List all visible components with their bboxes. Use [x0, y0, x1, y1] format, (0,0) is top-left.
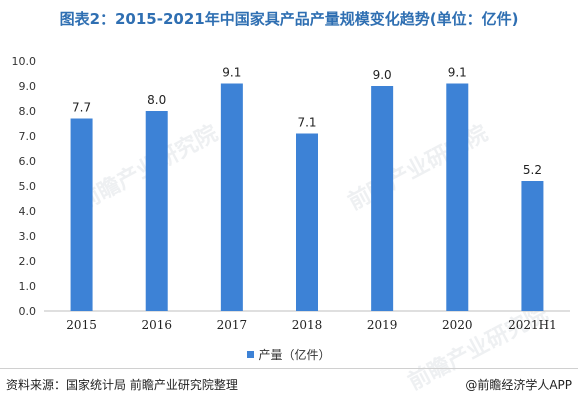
- y-tick-label: 3.0: [19, 230, 37, 243]
- bar: [220, 83, 243, 311]
- bar: [521, 181, 544, 311]
- y-tick-label: 1.0: [19, 280, 37, 293]
- data-label: 5.2: [523, 163, 542, 177]
- data-label: 8.0: [147, 93, 166, 107]
- bar: [296, 133, 318, 311]
- x-tick-label: 2015: [66, 318, 97, 332]
- data-label: 9.1: [448, 66, 467, 80]
- y-tick-label: 0.0: [19, 305, 37, 318]
- y-tick-label: 5.0: [19, 180, 37, 193]
- data-label: 9.1: [222, 66, 241, 80]
- x-tick-label: 2017: [217, 318, 248, 332]
- x-tick-label: 2018: [292, 318, 323, 332]
- footer-divider: [0, 368, 578, 369]
- x-tick-label: 2019: [367, 318, 398, 332]
- y-tick-label: 10.0: [12, 55, 37, 68]
- x-tick-label: 2016: [141, 318, 172, 332]
- brand-credit: @前瞻经济学人APP: [465, 378, 572, 392]
- y-tick-label: 8.0: [19, 105, 37, 118]
- source-note: 资料来源：国家统计局 前瞻产业研究院整理: [6, 378, 238, 392]
- y-tick-label: 7.0: [19, 130, 37, 143]
- bar: [371, 86, 394, 311]
- y-tick-label: 2.0: [19, 255, 37, 268]
- y-tick-label: 9.0: [19, 80, 37, 93]
- data-label: 9.0: [373, 68, 392, 82]
- legend: 产量（亿件）: [0, 346, 578, 363]
- legend-label: 产量（亿件）: [258, 348, 331, 362]
- data-label: 7.1: [297, 116, 316, 130]
- bar: [70, 118, 93, 311]
- y-tick-label: 6.0: [19, 155, 37, 168]
- bar: [446, 83, 469, 311]
- data-label: 7.7: [72, 101, 91, 115]
- y-tick-label: 4.0: [19, 205, 37, 218]
- bar: [145, 111, 168, 311]
- chart-title: 图表2：2015-2021年中国家具产品产量规模变化趋势(单位：亿件): [59, 10, 519, 28]
- x-tick-label: 2020: [442, 318, 473, 332]
- x-tick-label: 2021H1: [508, 318, 557, 332]
- legend-swatch: [247, 351, 255, 358]
